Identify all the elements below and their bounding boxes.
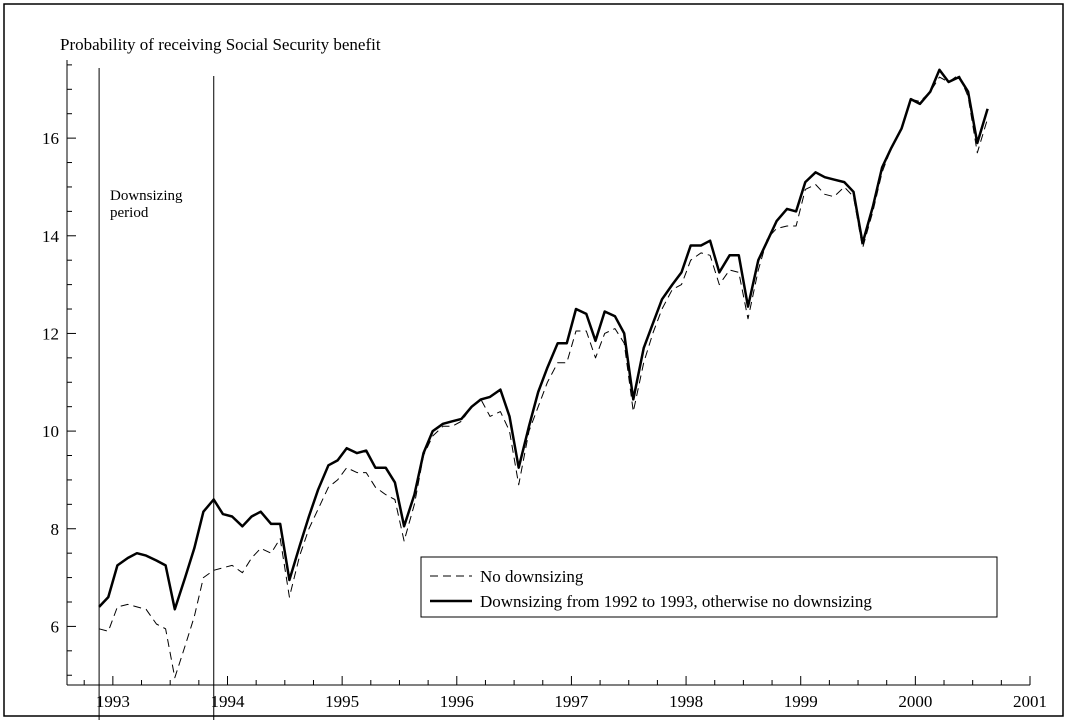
x-tick-label: 1995 [325,692,359,711]
x-tick-label: 1997 [554,692,589,711]
chart-frame [3,3,1064,717]
y-tick-label: 14 [42,227,60,246]
x-tick-label: 1996 [440,692,474,711]
y-tick-label: 8 [51,520,60,539]
y-tick-label: 16 [42,129,59,148]
x-tick-label: 1998 [669,692,703,711]
x-tick-label: 1994 [211,692,246,711]
x-tick-label: 2001 [1013,692,1047,711]
y-tick-label: 12 [42,324,59,343]
legend-box [420,556,998,618]
x-tick-label: 1993 [96,692,130,711]
legend-label-no-downsizing: No downsizing [480,567,584,586]
legend: No downsizing Downsizing from 1992 to 19… [420,556,998,618]
series-layer [98,68,989,679]
annotation-label-line1: Downsizing [110,188,183,204]
y-ticks: 6 8 10 12 14 16 [42,64,76,676]
x-tick-label: 2000 [898,692,932,711]
downsizing-annotation: Downsizing period [98,68,215,720]
annotation-label-line2: period [110,205,149,221]
legend-label-downsizing: Downsizing from 1992 to 1993, otherwise … [480,592,872,611]
series-line-no-downsizing [98,74,989,679]
y-axis-title: Probability of receiving Social Security… [60,35,381,54]
y-tick-label: 6 [51,617,60,636]
y-tick-label: 10 [42,422,59,441]
x-ticks: 1993 1994 1995 1996 1997 1998 1999 2000 2001 [83,676,1047,711]
x-tick-label: 1999 [784,692,818,711]
series-line-downsizing [98,68,989,611]
